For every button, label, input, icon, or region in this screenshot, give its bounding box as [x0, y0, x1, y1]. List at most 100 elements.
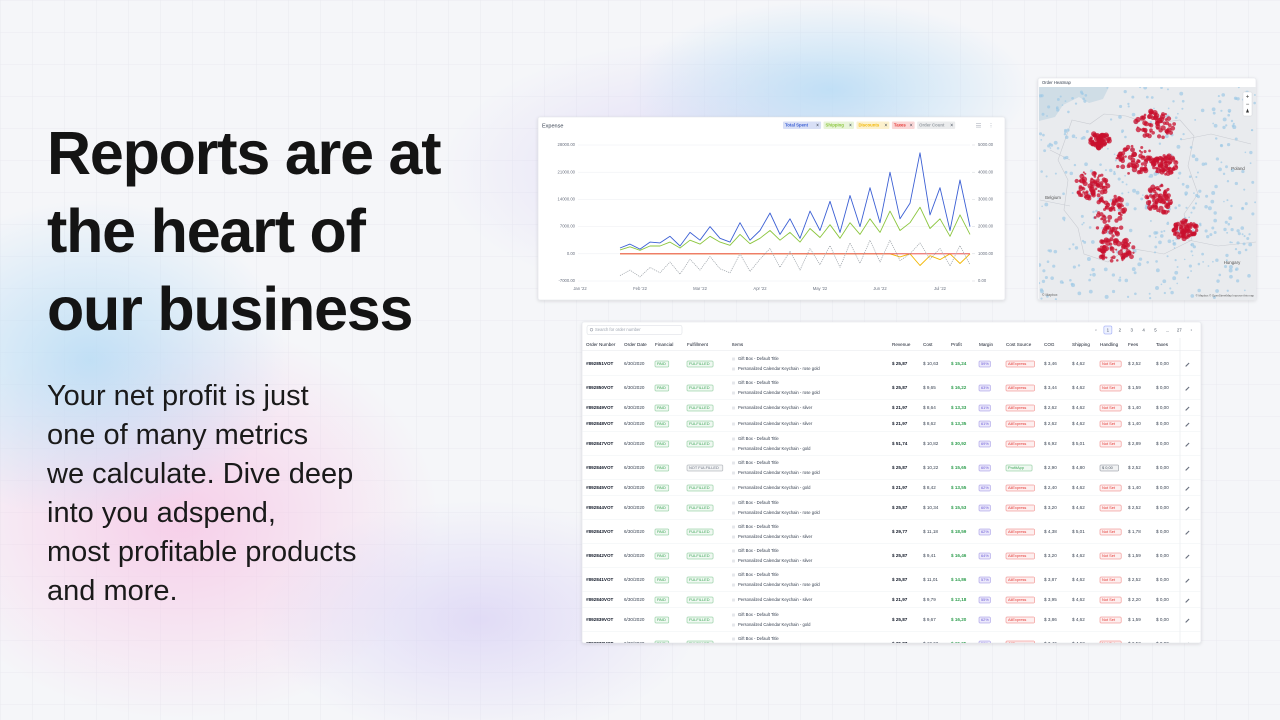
- order-number[interactable]: #892845VOT: [586, 485, 614, 490]
- heat-dot: [1047, 105, 1051, 109]
- edit-icon[interactable]: [1185, 386, 1190, 391]
- search-box[interactable]: [586, 325, 683, 335]
- column-header[interactable]: Shipping: [1072, 342, 1090, 347]
- edit-icon[interactable]: [1185, 486, 1190, 491]
- column-header[interactable]: Handling: [1100, 342, 1119, 347]
- order-number[interactable]: #892842VOT: [586, 553, 614, 558]
- heat-dot: [1197, 262, 1201, 266]
- page-link[interactable]: 4: [1142, 327, 1145, 332]
- page-link[interactable]: ›: [1190, 327, 1192, 332]
- edit-icon[interactable]: [1185, 466, 1190, 471]
- edit-icon[interactable]: [1185, 406, 1190, 411]
- search-placeholder[interactable]: Search for order number: [595, 327, 641, 332]
- edit-icon[interactable]: [1186, 642, 1190, 647]
- column-header[interactable]: Revenue: [892, 342, 911, 347]
- legend-chip[interactable]: [783, 121, 822, 130]
- badge-label: PAID: [657, 465, 666, 470]
- heat-dot: [1226, 143, 1231, 147]
- badge-label: 55%: [981, 597, 989, 602]
- search-icon: [589, 328, 594, 332]
- map-view[interactable]: [1038, 86, 1257, 301]
- column-header[interactable]: Order Date: [624, 342, 647, 347]
- legend-remove[interactable]: [909, 123, 913, 127]
- page-link[interactable]: 27: [1177, 327, 1182, 332]
- heat-dot: [1120, 241, 1125, 246]
- column-header[interactable]: Financial: [655, 342, 673, 347]
- profit: $ 12,18: [951, 597, 967, 602]
- order-number[interactable]: #892838VOT: [586, 641, 614, 646]
- column-header[interactable]: Profit: [951, 342, 962, 347]
- heat-dot: [1241, 169, 1245, 174]
- menu-icon[interactable]: [976, 123, 981, 128]
- cost: $ 9,65: [923, 385, 936, 390]
- zoom-control[interactable]: [1242, 91, 1253, 117]
- column-header[interactable]: Taxes: [1156, 342, 1169, 347]
- edit-icon[interactable]: [1185, 598, 1190, 603]
- badge-label: PAID: [657, 617, 666, 622]
- heat-dot: [1155, 260, 1158, 263]
- heat-dot: [1224, 220, 1228, 224]
- cog: $ 2,62: [1044, 421, 1057, 426]
- legend-chip[interactable]: [823, 121, 854, 130]
- column-header[interactable]: Margin: [979, 342, 993, 347]
- y-tick-label: 14000.00: [558, 197, 576, 202]
- edit-icon[interactable]: [1185, 506, 1190, 511]
- legend-chip[interactable]: [856, 121, 890, 130]
- heat-dot: [1187, 223, 1193, 230]
- shipping: $ 4,62: [1072, 361, 1085, 366]
- order-number[interactable]: #892847VOT: [586, 441, 614, 446]
- edit-icon[interactable]: [1185, 422, 1190, 427]
- page-link[interactable]: 5: [1154, 327, 1157, 332]
- column-header[interactable]: Fees: [1128, 342, 1139, 347]
- page-link[interactable]: 1: [1107, 327, 1110, 332]
- edit-icon[interactable]: [1185, 442, 1190, 447]
- edit-icon[interactable]: [1185, 362, 1190, 367]
- legend-remove[interactable]: [849, 123, 852, 127]
- legend-remove[interactable]: [816, 123, 819, 127]
- page-link[interactable]: ...: [1166, 327, 1170, 332]
- column-header[interactable]: Items: [732, 342, 744, 347]
- legend-chip[interactable]: [891, 121, 915, 130]
- legend-label: Total Spent: [785, 123, 809, 128]
- legend-chip[interactable]: [917, 121, 956, 130]
- compass[interactable]: [1246, 108, 1249, 113]
- edit-icon[interactable]: [1185, 578, 1190, 583]
- heat-dot: [1158, 117, 1161, 120]
- order-number[interactable]: #892844VOT: [586, 505, 614, 510]
- column-header[interactable]: Cost Source: [1006, 342, 1032, 347]
- zoom-out[interactable]: −: [1246, 102, 1250, 108]
- column-header[interactable]: Fulfillment: [687, 342, 709, 347]
- profit: $ 13,55: [951, 485, 967, 490]
- order-number[interactable]: #892848VOT: [586, 421, 614, 426]
- heat-dot: [1114, 159, 1117, 162]
- order-number[interactable]: #892841VOT: [586, 577, 614, 582]
- badge: [1099, 384, 1122, 392]
- legend-remove[interactable]: [950, 123, 953, 127]
- heat-dot: [1190, 211, 1193, 214]
- page-link[interactable]: 2: [1119, 327, 1122, 332]
- heat-dot: [1195, 193, 1199, 198]
- edit-icon[interactable]: [1185, 530, 1190, 535]
- column-header[interactable]: Cost: [923, 342, 933, 347]
- order-number[interactable]: #892846VOT: [586, 465, 614, 470]
- column-header[interactable]: Order Number: [586, 342, 616, 347]
- legend-remove[interactable]: [884, 123, 888, 127]
- order-number[interactable]: #892851VOT: [586, 361, 614, 366]
- order-number[interactable]: #892849VOT: [586, 405, 614, 410]
- order-number[interactable]: #892839VOT: [586, 617, 614, 622]
- heat-dot: [1172, 164, 1179, 171]
- zoom-in[interactable]: +: [1246, 95, 1250, 101]
- order-number[interactable]: #892840VOT: [586, 597, 614, 602]
- cost: $ 10,63: [923, 361, 939, 366]
- order-number[interactable]: #892850VOT: [586, 385, 614, 390]
- edit-icon[interactable]: [1185, 554, 1190, 559]
- column-header[interactable]: COG: [1044, 342, 1055, 347]
- order-number[interactable]: #892843VOT: [586, 529, 614, 534]
- taxes: $ 0,00: [1156, 505, 1169, 510]
- heat-dot: [1081, 223, 1084, 226]
- page-link[interactable]: 3: [1130, 327, 1133, 332]
- edit-icon[interactable]: [1185, 618, 1190, 623]
- hero: Reports are at the heart of our business Yo…: [46, 119, 442, 607]
- page-link[interactable]: ‹: [1095, 327, 1097, 332]
- cost: $ 10,22: [923, 465, 939, 470]
